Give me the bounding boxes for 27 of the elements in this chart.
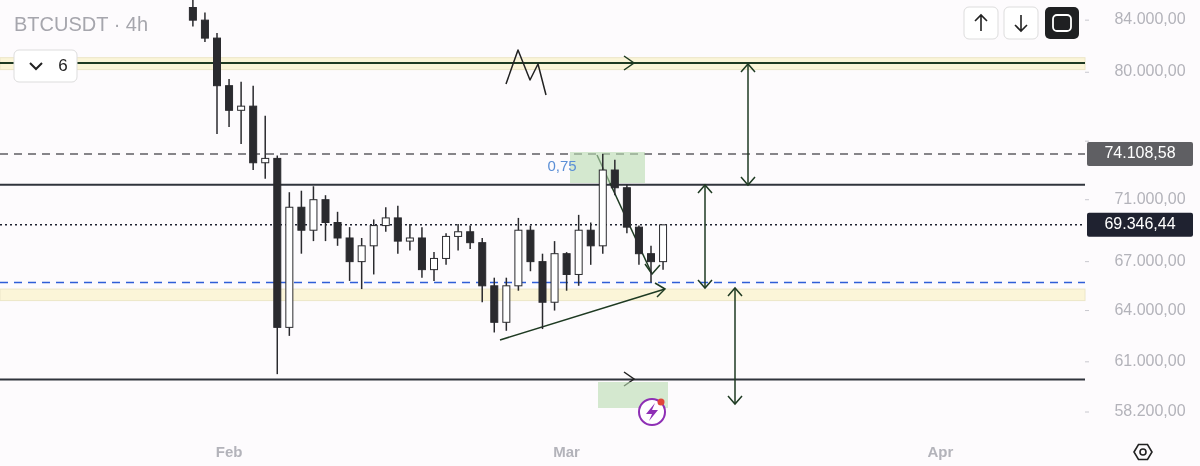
y-tick-label: 67.000,00 <box>1114 251 1186 269</box>
candlestick <box>261 115 270 180</box>
candlestick <box>647 245 655 284</box>
x-tick-label: Apr <box>927 442 954 460</box>
y-tick-label: 80.000,00 <box>1114 62 1186 80</box>
x-tick-label: Mar <box>553 442 581 460</box>
y-tick-label: 64.000,00 <box>1114 300 1186 318</box>
ref-line-label: 69.346,44 <box>1104 215 1176 233</box>
y-tick-label: 61.000,00 <box>1114 352 1186 370</box>
candlestick <box>430 251 438 282</box>
candlestick <box>610 159 619 196</box>
ref-line-label: 74.108,58 <box>1104 144 1176 162</box>
candlestick <box>345 226 354 282</box>
candlestick <box>357 237 366 290</box>
annotation: 0,75 <box>547 156 577 174</box>
candlestick <box>442 232 451 266</box>
candlestick <box>237 80 246 145</box>
y-tick-label: 71.000,00 <box>1114 189 1186 207</box>
candlestick <box>200 11 209 43</box>
annotation: 6 <box>58 56 68 76</box>
x-tick-label: Feb <box>215 442 243 460</box>
text: BTCUSDT · 4h <box>14 13 149 35</box>
y-tick-label: 84.000,00 <box>1114 10 1186 28</box>
candlestick <box>393 204 402 255</box>
y-tick-label: 58.200,00 <box>1114 402 1186 420</box>
candlestick <box>188 0 197 28</box>
candlestick <box>562 251 571 292</box>
